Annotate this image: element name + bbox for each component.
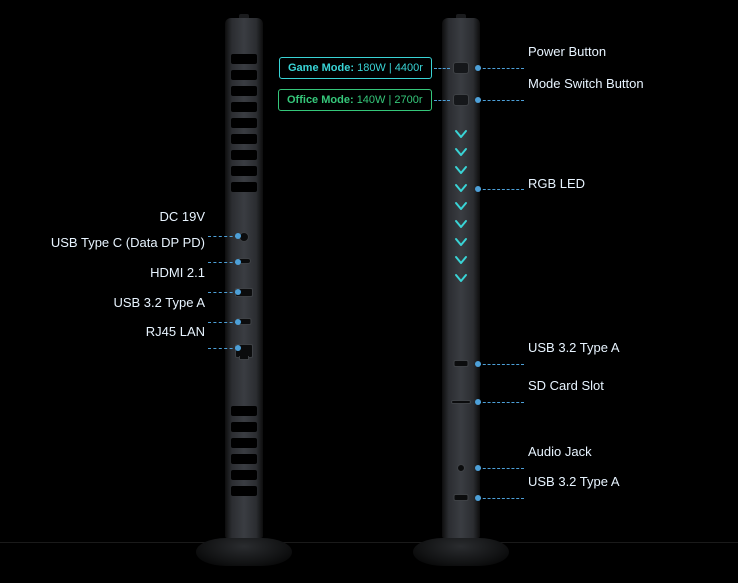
rgb-led-chevron <box>454 164 468 178</box>
label-dc: DC 19V <box>159 209 205 224</box>
office-mode-name: Office Mode: <box>287 94 354 106</box>
leader-dot <box>235 233 241 239</box>
front-port-jack <box>457 464 465 472</box>
leader-line <box>208 236 238 237</box>
rgb-led-chevron <box>454 128 468 142</box>
rear-tower <box>225 18 263 538</box>
power-button <box>453 62 469 74</box>
label-hdmi: HDMI 2.1 <box>150 265 205 280</box>
label-usbc: USB Type C (Data DP PD) <box>51 235 205 250</box>
front-port-usba_bot <box>454 494 469 501</box>
leader-line <box>208 348 238 349</box>
leader-line <box>208 292 238 293</box>
vent-slot <box>231 454 257 464</box>
label-sd: SD Card Slot <box>528 378 604 393</box>
game-mode-name: Game Mode: <box>288 62 354 74</box>
floor-line <box>0 542 738 543</box>
label-usba: USB 3.2 Type A <box>113 295 205 310</box>
label-usba-bot: USB 3.2 Type A <box>528 474 620 489</box>
vent-slot <box>231 486 257 496</box>
leader-line <box>478 189 524 190</box>
leader-dot <box>475 465 481 471</box>
label-rgb: RGB LED <box>528 176 585 191</box>
label-usba-top: USB 3.2 Type A <box>528 340 620 355</box>
rgb-led-chevron <box>454 146 468 160</box>
front-stand <box>413 538 509 566</box>
rgb-led-chevron <box>454 200 468 214</box>
leader-line <box>478 498 524 499</box>
leader-dot <box>235 289 241 295</box>
vent-slot <box>231 166 257 176</box>
mode-switch-button <box>453 94 469 106</box>
leader-dot <box>235 259 241 265</box>
vent-slot <box>231 406 257 416</box>
vent-slot <box>231 86 257 96</box>
leader-dot <box>475 186 481 192</box>
rgb-led-chevron <box>454 272 468 286</box>
leader-line <box>478 100 524 101</box>
vent-slot <box>231 438 257 448</box>
rear-stand <box>196 538 292 566</box>
leader-line <box>208 322 238 323</box>
label-mode-switch: Mode Switch Button <box>528 76 644 91</box>
leader-line <box>208 262 238 263</box>
label-rj45: RJ45 LAN <box>146 324 205 339</box>
label-jack: Audio Jack <box>528 444 592 459</box>
leader-dot <box>475 65 481 71</box>
leader-dot <box>475 97 481 103</box>
rgb-led-chevron <box>454 254 468 268</box>
vent-slot <box>231 470 257 480</box>
vent-slot <box>231 102 257 112</box>
label-power: Power Button <box>528 44 606 59</box>
rgb-led-chevron <box>454 236 468 250</box>
leader-dot <box>475 399 481 405</box>
leader-dot <box>235 345 241 351</box>
vent-slot <box>231 134 257 144</box>
leader-dot <box>475 495 481 501</box>
leader-line <box>478 364 524 365</box>
vent-slot <box>231 70 257 80</box>
front-port-usba_top <box>454 360 469 367</box>
vent-slot <box>231 118 257 128</box>
leader-line <box>478 402 524 403</box>
game-mode-spec: 180W | 4400r <box>357 62 423 74</box>
office-mode-spec: 140W | 2700r <box>357 94 423 106</box>
vent-slot <box>231 422 257 432</box>
vent-slot <box>231 54 257 64</box>
leader-dot <box>475 361 481 367</box>
leader-line <box>478 68 524 69</box>
leader-line <box>434 68 450 69</box>
front-port-sd <box>451 400 471 404</box>
rgb-led-chevron <box>454 218 468 232</box>
game-mode-badge: Game Mode: 180W | 4400r <box>279 57 432 79</box>
front-tower <box>442 18 480 538</box>
rgb-led-chevron <box>454 182 468 196</box>
vent-slot <box>231 150 257 160</box>
vent-slot <box>231 182 257 192</box>
leader-dot <box>235 319 241 325</box>
leader-line <box>478 468 524 469</box>
leader-line <box>434 100 450 101</box>
office-mode-badge: Office Mode: 140W | 2700r <box>278 89 432 111</box>
